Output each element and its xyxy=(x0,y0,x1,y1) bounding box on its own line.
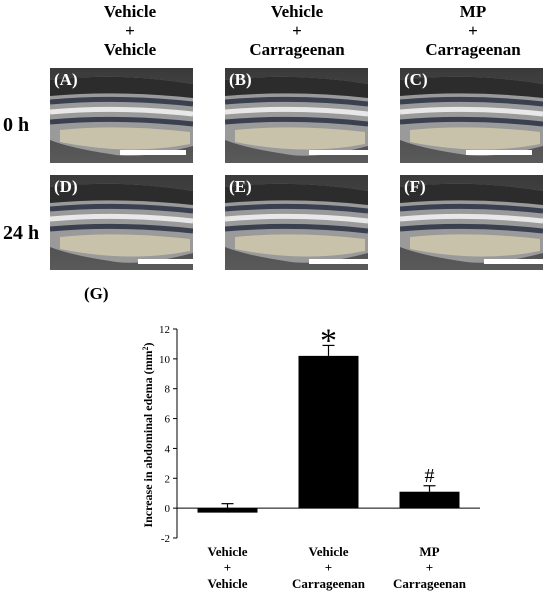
column-header-2-line1: Vehicle xyxy=(270,2,324,21)
fish-photo-c: (C) xyxy=(400,68,543,163)
column-header-2-line2: + xyxy=(292,21,302,40)
scale-bar-f xyxy=(484,259,543,264)
x-category-label: + xyxy=(426,560,433,575)
column-header-2: Vehicle + Carrageenan xyxy=(222,2,372,59)
column-header-3-line3: Carrageenan xyxy=(425,40,521,59)
x-category-label: MP xyxy=(419,544,439,559)
x-category-label: + xyxy=(224,560,231,575)
y-tick-label: 0 xyxy=(165,503,171,515)
panel-label-e: (E) xyxy=(229,177,252,196)
column-header-1-line1: Vehicle xyxy=(103,2,157,21)
bar xyxy=(399,491,460,509)
y-axis-label: Increase in abdominal edema (mm2) xyxy=(141,342,156,527)
x-category-label: Vehicle xyxy=(208,576,248,591)
panel-label-a: (A) xyxy=(54,70,78,89)
panel-label-c: (C) xyxy=(404,70,428,89)
significance-mark: * xyxy=(320,322,337,359)
scale-bar-d xyxy=(138,259,193,264)
y-tick-label: 6 xyxy=(165,414,171,426)
y-tick-label: 10 xyxy=(159,354,171,366)
x-category-label: Carrageenan xyxy=(393,576,467,591)
column-header-1-line2: + xyxy=(125,21,135,40)
panel-label-d: (D) xyxy=(54,177,78,196)
panel-label-g: (G) xyxy=(84,284,109,303)
column-header-3-line2: + xyxy=(468,21,478,40)
y-tick-label: 8 xyxy=(165,384,171,396)
row-label-0h: 0 h xyxy=(3,114,30,136)
y-tick-label: 12 xyxy=(159,324,170,336)
fish-photo-d: (D) xyxy=(50,175,193,270)
panel-label-b: (B) xyxy=(229,70,252,89)
fish-photo-f: (F) xyxy=(400,175,543,270)
y-tick-label: 4 xyxy=(165,443,171,455)
row-label-24h: 24 h xyxy=(3,222,40,244)
x-category-label: Vehicle xyxy=(309,544,349,559)
column-header-3-line1: MP xyxy=(459,2,487,21)
x-category-label: Carrageenan xyxy=(292,576,366,591)
x-category-label: Vehicle xyxy=(208,544,248,559)
edema-bar-chart: -2024681012Vehicle+Vehicle*Vehicle+Carra… xyxy=(141,322,480,591)
column-header-2-line3: Carrageenan xyxy=(249,40,345,59)
column-header-1-line3: Vehicle xyxy=(103,40,157,59)
fish-photo-a: (A) xyxy=(50,68,193,163)
column-header-1: Vehicle + Vehicle xyxy=(55,2,205,59)
scale-bar-a xyxy=(120,150,186,155)
fish-photo-e: (E) xyxy=(225,175,368,270)
fish-photo-b: (B) xyxy=(225,68,368,163)
bar xyxy=(298,355,359,509)
x-category-label: + xyxy=(325,560,332,575)
significance-mark: # xyxy=(425,465,435,487)
column-header-3: MP + Carrageenan xyxy=(398,2,548,59)
scale-bar-e xyxy=(309,259,368,264)
y-tick-label: -2 xyxy=(161,533,170,545)
y-tick-label: 2 xyxy=(165,473,171,485)
scale-bar-c xyxy=(466,150,532,155)
panel-label-f: (F) xyxy=(404,177,426,196)
scale-bar-b xyxy=(309,150,368,155)
